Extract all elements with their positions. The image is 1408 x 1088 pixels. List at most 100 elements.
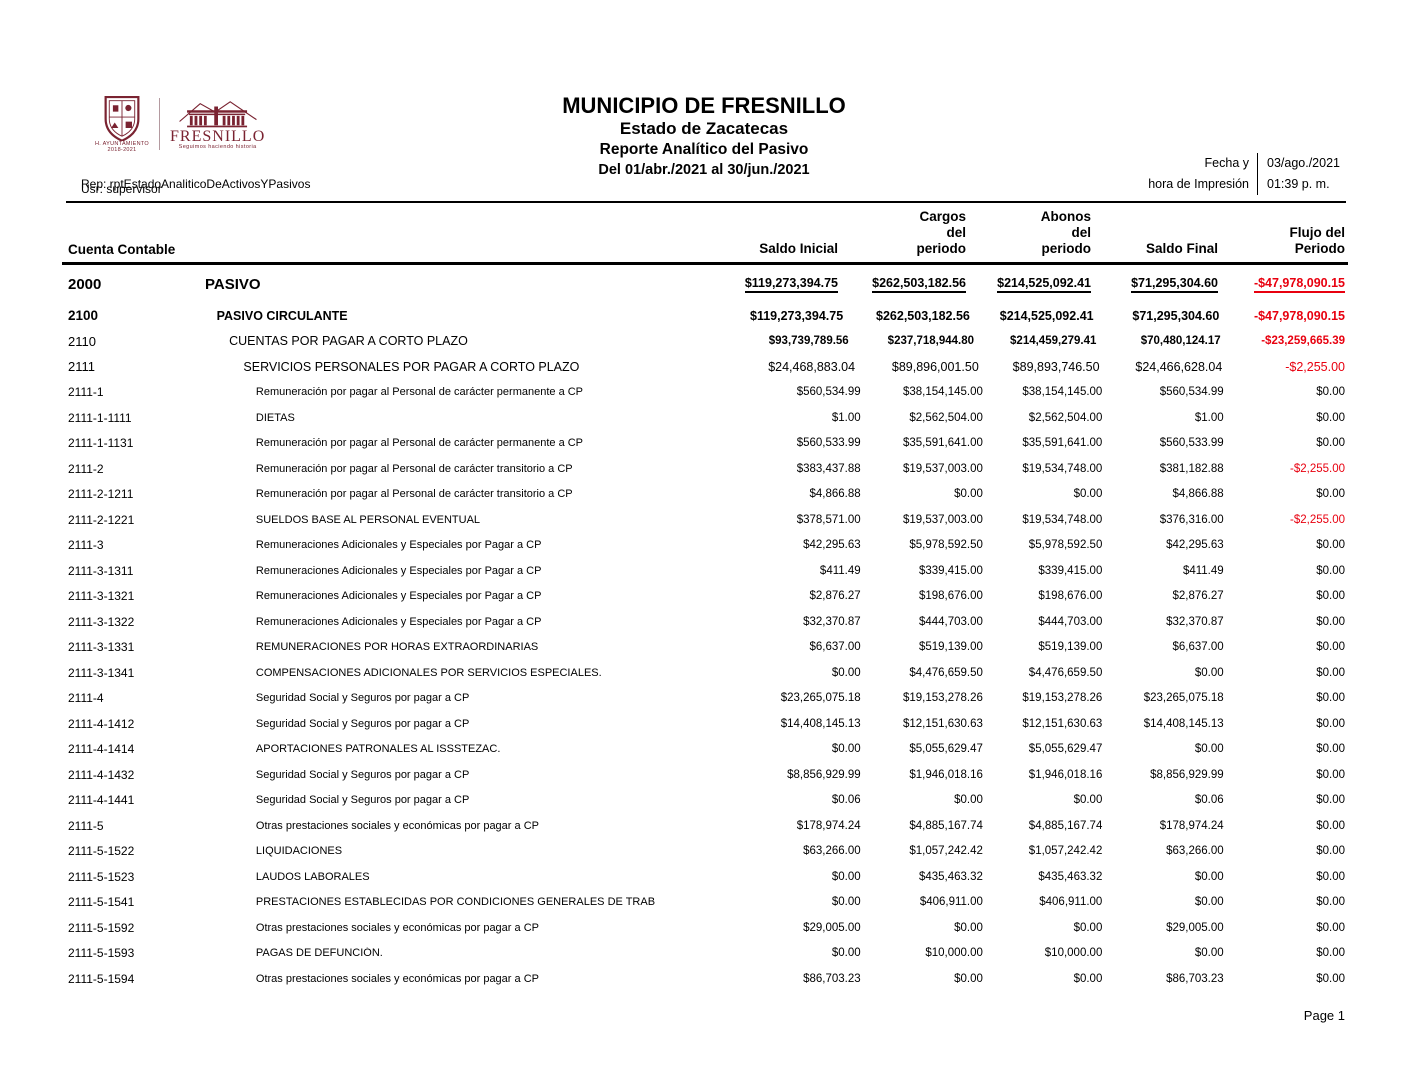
account-code: 2111-4-1412 [68, 716, 135, 731]
amount-cell: $0.00 [736, 947, 861, 960]
amount-cell: $519,139.00 [983, 641, 1102, 653]
amount-cell: $214,459,279.41 [974, 335, 1096, 347]
amount-cell: $12,151,630.63 [983, 718, 1102, 730]
column-header: Saldo Inicial [759, 241, 838, 256]
page-number: Page 1 [1303, 1007, 1345, 1023]
amount-value: $0.00 [1316, 717, 1345, 730]
amount-value: $0.00 [1316, 692, 1345, 705]
amount-cell: -$23,259,665.39 [1221, 335, 1345, 347]
report-subtitle: Reporte Analítico del Pasivo [599, 141, 809, 158]
amount-value: $214,525,092.41 [997, 276, 1091, 293]
amount-value: $0.06 [831, 794, 861, 807]
amount-value: $198,676.00 [1038, 590, 1103, 603]
table-row: 2111-5-1541 PRESTACIONES ESTABLECIDAS POR… [68, 890, 1345, 916]
amount-cell: $262,503,182.56 [843, 309, 970, 323]
amount-value: $0.00 [1316, 437, 1345, 450]
amount-value: $2,876.27 [1172, 590, 1224, 603]
amount-cell: $378,571.00 [736, 514, 861, 526]
account-description: Otras prestaciones sociales y económicas… [255, 972, 539, 985]
account-description: Remuneración por pagar al Personal de ca… [255, 488, 573, 501]
account-code: 2111-5-1541 [68, 895, 135, 910]
amount-cell: $24,468,883.04 [729, 360, 855, 374]
amount-cell: $0.00 [1224, 845, 1345, 857]
amount-cell: -$47,978,090.15 [1219, 309, 1345, 323]
account-description: Remuneraciones Adicionales y Especiales … [255, 564, 542, 577]
amount-value: $0.00 [831, 947, 861, 960]
amount-value: -$2,255.00 [1290, 513, 1345, 526]
amount-cell: $198,676.00 [861, 590, 983, 602]
account-code: 2111-5-1593 [68, 946, 135, 961]
amount-cell: $0.00 [1102, 896, 1224, 908]
amount-cell: $178,974.24 [736, 820, 861, 832]
amount-value: $10,000.00 [925, 947, 983, 960]
amount-cell: $381,182.88 [1102, 463, 1224, 475]
amount-value: $12,151,630.63 [902, 717, 983, 730]
period-subtitle: Del 01/abr./2021 al 30/jun./2021 [598, 162, 810, 178]
amount-cell: $0.00 [1224, 488, 1345, 500]
amount-value: $19,537,003.00 [902, 513, 983, 526]
amount-cell: $0.00 [983, 488, 1103, 500]
amount-value: $12,151,630.63 [1022, 717, 1103, 730]
amount-value: $0.00 [1194, 666, 1224, 679]
amount-value: $63,266.00 [1166, 845, 1224, 858]
amount-value: $0.00 [1316, 666, 1345, 679]
amount-cell: $0.00 [1224, 743, 1345, 755]
amount-cell: $0.00 [1224, 590, 1345, 602]
amount-cell: $32,370.87 [1102, 616, 1224, 628]
amount-value: $19,534,748.00 [1022, 513, 1103, 526]
print-time: 01:39 p. m. [1267, 177, 1330, 191]
amount-value: $70,480,124.17 [1140, 335, 1221, 348]
amount-value: $198,676.00 [918, 590, 983, 603]
amount-value: $19,153,278.26 [1022, 692, 1103, 705]
amount-cell: $0.00 [1224, 437, 1345, 449]
amount-cell: $444,703.00 [861, 616, 983, 628]
fresnillo-slogan: Seguimos haciendo historia [178, 143, 257, 150]
amount-cell: $32,370.87 [736, 616, 861, 628]
amount-cell: -$2,255.00 [1224, 463, 1345, 475]
amount-cell: $0.00 [1224, 412, 1345, 424]
amount-value: $35,591,641.00 [1022, 437, 1103, 450]
amount-value: $406,911.00 [919, 896, 983, 909]
account-description: Remuneración por pagar al Personal de ca… [255, 437, 584, 450]
table-row: 2111-3-1311 Remuneraciones Adicionales y … [68, 558, 1345, 584]
amount-value: $444,703.00 [1038, 615, 1103, 628]
column-header: Saldo Final [1145, 241, 1218, 256]
account-column-header: Cuenta Contable [68, 242, 176, 257]
amount-value: $119,273,394.75 [744, 276, 838, 293]
amount-value: $214,525,092.41 [999, 308, 1094, 323]
amount-cell: $0.00 [1224, 973, 1345, 985]
amount-value: $29,005.00 [803, 921, 861, 934]
amount-value: $63,266.00 [803, 845, 861, 858]
table-row: 2111-1-1131 Remuneración por pagar al Per… [68, 431, 1345, 457]
amount-value: $4,476,659.50 [909, 666, 983, 679]
table-row: 2111-1-1111 DIETAS $1.00 $2,562,504.00 $2,56… [68, 405, 1345, 431]
amount-cell: $0.00 [861, 794, 983, 806]
amount-value: $0.00 [1316, 768, 1345, 781]
account-description: CUENTAS POR PAGAR A CORTO PLAZO [229, 334, 468, 349]
amount-value: $19,153,278.26 [902, 692, 983, 705]
amount-cell: $19,153,278.26 [983, 692, 1102, 704]
amount-cell: $0.00 [1224, 769, 1345, 781]
amount-cell: $10,000.00 [861, 947, 983, 959]
amount-value: $38,154,145.00 [1022, 386, 1103, 399]
table-row: 2111-3-1331 REMUNERACIONES POR HORAS EXTR… [68, 635, 1345, 661]
amount-cell: $6,637.00 [1102, 641, 1224, 653]
amount-cell: $0.00 [1224, 947, 1345, 959]
account-description: LAUDOS LABORALES [255, 870, 370, 883]
amount-cell: $38,154,145.00 [983, 386, 1102, 398]
amount-cell: $71,295,304.60 [1091, 276, 1218, 293]
amount-value: $42,295.63 [803, 539, 861, 552]
amount-cell: $0.06 [1102, 794, 1224, 806]
table-row: 2111-3-1341 COMPENSACIONES ADICIONALES PO… [68, 660, 1345, 686]
table-row: 2111-4-1432 Seguridad Social y Seguros po… [68, 762, 1345, 788]
amount-cell: $29,005.00 [736, 921, 861, 934]
account-description: REMUNERACIONES POR HORAS EXTRAORDINARIAS [255, 641, 539, 654]
account-description: Seguridad Social y Seguros por pagar a C… [255, 717, 470, 730]
amount-value: $1,946,018.16 [1028, 768, 1103, 781]
account-description: Remuneración por pagar al Personal de ca… [255, 462, 573, 475]
amount-value: $237,718,944.80 [887, 335, 975, 348]
account-code: 2111-2-1221 [68, 512, 135, 527]
table-row: 2111-2-1211 Remuneración por pagar al Per… [68, 482, 1345, 508]
amount-value: $2,876.27 [809, 590, 861, 603]
amount-value: $1.00 [1194, 411, 1224, 424]
